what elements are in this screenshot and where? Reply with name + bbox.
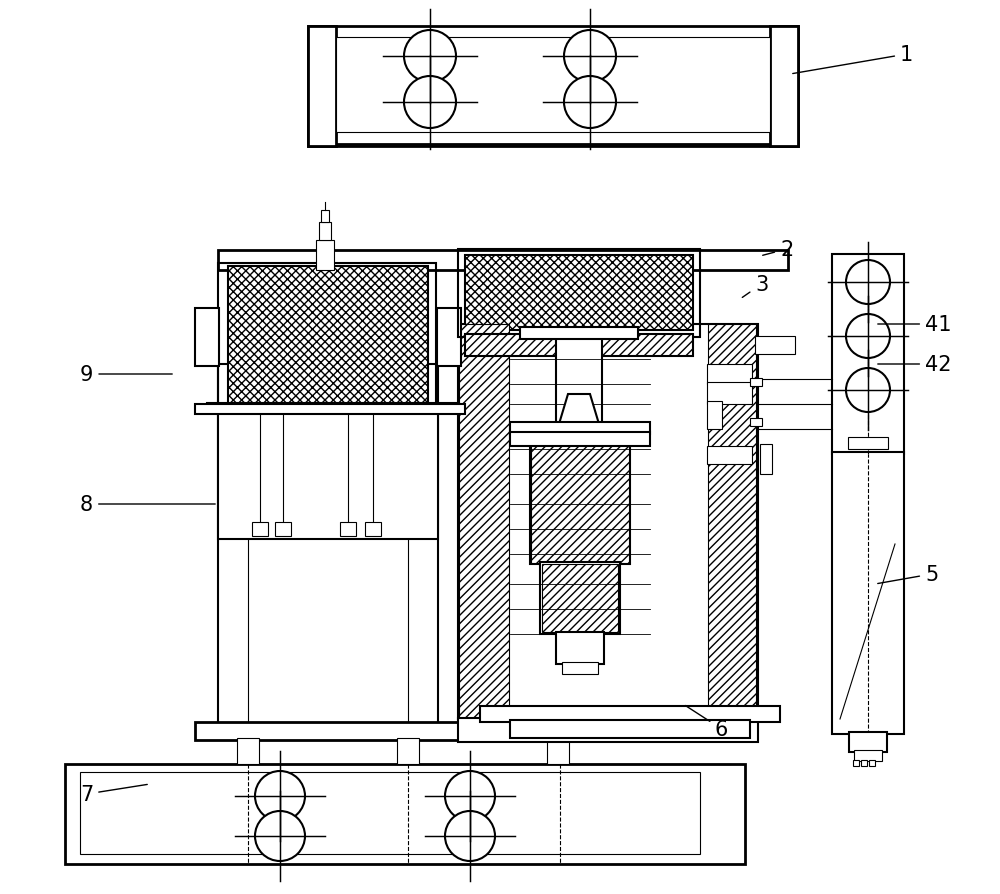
Bar	[547, 738, 569, 764]
Bar	[458, 718, 758, 742]
Ellipse shape	[564, 77, 616, 129]
Ellipse shape	[255, 772, 305, 821]
Bar	[195, 722, 465, 740]
Text: 6: 6	[685, 705, 728, 739]
Polygon shape	[556, 394, 602, 434]
Bar	[707, 446, 752, 465]
Bar	[316, 240, 334, 271]
Bar	[465, 256, 693, 331]
Bar	[849, 732, 887, 752]
Bar	[556, 632, 604, 664]
Bar	[854, 750, 882, 761]
Ellipse shape	[846, 315, 890, 358]
Bar	[750, 378, 762, 386]
Bar	[207, 403, 459, 414]
Bar	[869, 760, 875, 766]
Bar	[218, 264, 436, 411]
Bar	[365, 522, 381, 536]
Bar	[340, 522, 356, 536]
Bar	[458, 325, 758, 719]
Bar	[853, 760, 859, 766]
Bar	[308, 27, 336, 147]
Bar	[510, 721, 750, 738]
Text: 1: 1	[793, 45, 913, 74]
Bar	[218, 409, 438, 539]
Ellipse shape	[445, 811, 495, 861]
Ellipse shape	[445, 772, 495, 821]
Bar	[458, 249, 700, 338]
Bar	[708, 325, 756, 718]
Ellipse shape	[404, 77, 456, 129]
Text: 9: 9	[80, 365, 172, 384]
Ellipse shape	[255, 811, 305, 861]
Text: 7: 7	[80, 784, 147, 804]
Bar	[760, 444, 772, 475]
Bar	[459, 325, 509, 718]
Bar	[195, 405, 465, 415]
Bar	[237, 738, 259, 764]
Bar	[308, 27, 798, 147]
Bar	[252, 522, 268, 536]
Bar	[848, 437, 888, 450]
Bar	[755, 337, 795, 355]
Bar	[80, 772, 700, 854]
Text: 8: 8	[80, 494, 215, 514]
Bar	[321, 211, 329, 223]
Bar	[556, 337, 602, 434]
Bar	[218, 365, 438, 724]
Bar	[275, 522, 291, 536]
Bar	[319, 223, 331, 240]
Bar	[520, 327, 638, 340]
Bar	[832, 255, 904, 454]
Bar	[750, 418, 762, 426]
Bar	[832, 452, 904, 734]
Text: 41: 41	[878, 315, 952, 334]
Ellipse shape	[564, 31, 616, 83]
Bar	[465, 334, 693, 357]
Bar	[195, 308, 219, 367]
Bar	[510, 423, 650, 434]
Bar	[707, 383, 752, 405]
Bar	[530, 429, 630, 564]
Bar	[437, 308, 461, 367]
Bar	[707, 401, 722, 429]
Bar	[540, 562, 620, 634]
Ellipse shape	[846, 261, 890, 305]
Ellipse shape	[846, 368, 890, 412]
Text: 42: 42	[878, 355, 952, 375]
Bar	[336, 38, 770, 133]
Bar	[65, 764, 745, 864]
Text: 3: 3	[742, 274, 768, 298]
Bar	[861, 760, 867, 766]
Bar	[531, 431, 629, 563]
Bar	[218, 250, 788, 271]
Bar	[308, 127, 798, 145]
Bar	[397, 738, 419, 764]
Bar	[228, 266, 428, 405]
Bar	[562, 662, 598, 674]
Bar	[707, 365, 752, 384]
Bar	[480, 706, 780, 722]
Text: 5: 5	[878, 564, 938, 585]
Bar	[770, 27, 798, 147]
Text: 2: 2	[763, 240, 793, 260]
Ellipse shape	[404, 31, 456, 83]
Bar	[510, 433, 650, 446]
Bar	[542, 564, 618, 632]
